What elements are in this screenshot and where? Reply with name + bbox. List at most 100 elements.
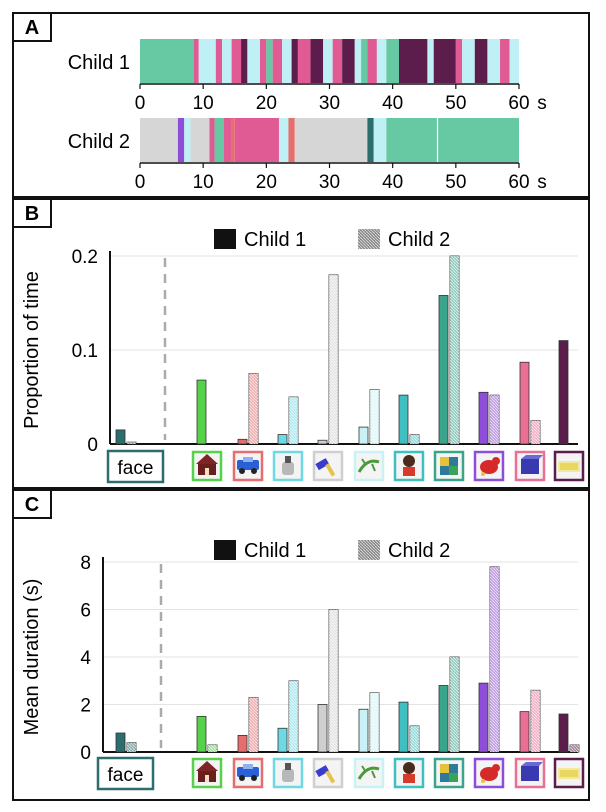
y-tick-label: 0 — [80, 743, 91, 764]
timeline-tick-label: 20 — [256, 172, 277, 193]
bar-chart-proportion: Child 1 Child 2 0 0.1 0.2 Proportion of time f… — [21, 229, 585, 484]
legend-label-child-1: Child 1 — [244, 540, 306, 562]
timeline-segment — [282, 39, 292, 83]
cube-icon — [440, 457, 458, 475]
bar-child-1-hammer — [317, 439, 328, 445]
bar-child-1-face — [115, 429, 126, 445]
box-icon — [521, 762, 543, 781]
timeline-segment — [310, 39, 324, 83]
timeline-series-label: Child 2 — [68, 131, 130, 153]
bar-child-1-doll — [398, 394, 409, 445]
icon-frame-lizard — [353, 450, 385, 482]
timeline-segment — [288, 118, 295, 162]
dog-icon — [480, 457, 500, 476]
panel-a-label-box — [12, 12, 52, 42]
x-tick-label-face: face — [108, 765, 144, 786]
timeline-segment — [241, 39, 248, 83]
panel-c-label-box — [12, 489, 52, 519]
bar-child-1-doll — [398, 701, 409, 753]
panel-a-label: A — [25, 17, 39, 39]
bar-child-1-box — [519, 711, 530, 753]
bar-child-1-hammer — [317, 704, 328, 753]
timeline-segment — [427, 39, 434, 83]
y-tick-label: 6 — [80, 601, 91, 622]
legend-label-child-2: Child 2 — [388, 229, 450, 251]
bar-child-2-hatch — [370, 692, 379, 752]
house-icon — [196, 761, 218, 782]
bar-child-2-hatch — [127, 442, 136, 444]
timeline-segment — [373, 118, 387, 162]
timeline-segment — [294, 118, 368, 162]
timeline-segment — [266, 39, 273, 83]
y-tick-label: 8 — [80, 553, 91, 574]
bar-child-2-hatch — [490, 395, 499, 444]
timeline-tick-label: 50 — [445, 172, 466, 193]
bar-child-1-house — [196, 715, 207, 753]
timeline-segment — [222, 39, 232, 83]
timeline-segment — [361, 39, 368, 83]
timeline-segment — [487, 39, 501, 83]
timeline-segment — [231, 118, 235, 162]
timeline-tick-label: 30 — [319, 172, 340, 193]
y-axis-label: Proportion of time — [21, 271, 43, 429]
bottle-icon — [282, 456, 294, 475]
timeline-segment — [323, 39, 333, 83]
legend-label-child-2: Child 2 — [388, 540, 450, 562]
x-tick-label-face: face — [118, 458, 154, 479]
y-tick-label: 0.2 — [72, 247, 98, 268]
dog-icon — [480, 764, 500, 783]
bar-child-1-lizard — [358, 426, 369, 445]
y-tick-label: 0 — [87, 435, 98, 456]
bar-child-1-face — [115, 732, 126, 753]
timeline-tick-label: 50 — [445, 93, 466, 114]
timeline-segment — [209, 118, 215, 162]
timeline-segment — [433, 39, 456, 83]
timeline-tick-label: 10 — [193, 172, 214, 193]
timeline-segment — [474, 39, 488, 83]
timeline-tick-label: 10 — [193, 93, 214, 114]
timeline-segment — [455, 39, 463, 83]
cube-icon — [440, 764, 458, 782]
bar-child-2-hatch — [570, 744, 579, 752]
timeline-tick-label: 0 — [135, 172, 146, 193]
timeline-tick-label: 30 — [319, 93, 340, 114]
legend: Child 1 Child 2 — [214, 540, 450, 562]
timeline-segment — [509, 39, 519, 83]
bar-child-2-hatch — [531, 420, 540, 444]
timeline-unit-label: s — [537, 93, 547, 114]
bar-child-2-hatch — [450, 256, 459, 444]
bar-child-2-hatch — [329, 609, 338, 752]
bar-child-1-tray — [558, 340, 569, 445]
bar-child-2-hatch — [410, 725, 419, 752]
bar-child-2-hatch — [127, 742, 136, 752]
bar-child-1-house — [196, 379, 207, 445]
timeline-segment — [342, 39, 355, 83]
bar-child-1-cube — [438, 295, 449, 445]
timeline-segment — [367, 118, 374, 162]
timeline-segment — [260, 39, 267, 83]
timeline-segment — [193, 39, 199, 83]
bar-child-2-hatch — [329, 274, 338, 444]
bar-child-1-cube — [438, 685, 449, 753]
lizard-icon — [357, 765, 380, 780]
bar-child-2-hatch — [208, 744, 217, 752]
bar-child-2-hatch — [370, 389, 379, 444]
hammer-icon — [315, 765, 336, 784]
timeline-segment — [272, 39, 283, 83]
timeline-segment — [247, 39, 261, 83]
legend-swatch-child-2 — [358, 540, 380, 560]
timeline-segment — [140, 39, 194, 83]
panel-b-frame — [12, 198, 590, 489]
doll-icon — [403, 455, 415, 476]
box-icon — [521, 455, 543, 474]
panel-a-frame — [12, 12, 590, 198]
house-icon — [196, 454, 218, 475]
timeline-segment — [140, 118, 178, 162]
timeline-segment — [386, 39, 399, 83]
timeline-segment — [297, 39, 311, 83]
legend-label-child-1: Child 1 — [244, 229, 306, 251]
bar-child-1-bottle — [277, 727, 288, 753]
bar-child-2-hatch — [289, 680, 298, 752]
bottle-icon — [282, 763, 294, 782]
